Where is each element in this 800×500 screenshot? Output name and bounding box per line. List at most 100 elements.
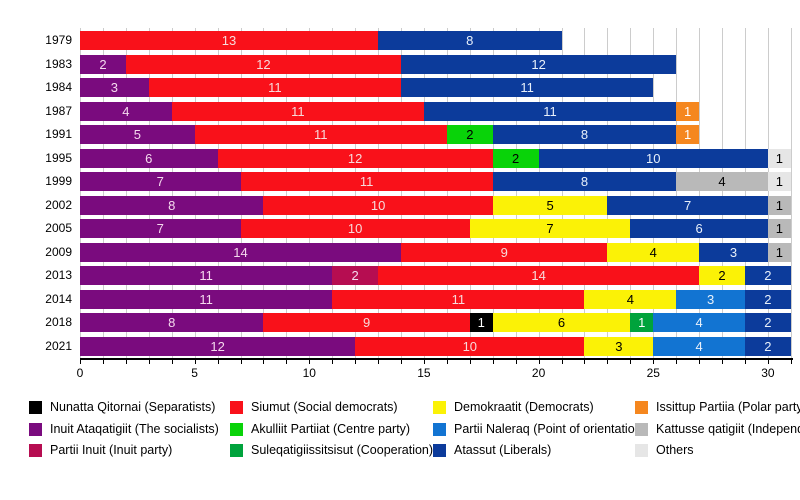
bar-segment-si: 10 [240,219,470,238]
gridline [240,28,242,358]
bar-segment-ip: 1 [676,125,700,144]
legend-swatch-ka [635,422,648,436]
legend-label-ia: Inuit Ataqatigiit (The socialists) [50,421,219,436]
gridline [286,28,288,358]
bar-segment-ia: 7 [80,219,241,238]
gridline [538,28,540,358]
bar-segment-si: 12 [217,148,493,168]
bar-segment-pi: 2 [332,266,379,285]
bar-segment-at: 2 [744,289,791,309]
legend-swatch-pi [29,444,42,457]
bar-segment-pn: 3 [676,289,745,309]
x-axis-tick [538,360,540,364]
x-axis-tick [401,360,403,364]
year-label: 2021 [45,338,72,353]
year-label: 2005 [45,221,72,235]
bar-segment-ia: 3 [80,78,149,97]
x-axis-tick [355,360,357,364]
gridline [171,28,173,358]
bar-segment-si: 9 [263,313,470,332]
legend-swatch-de [433,401,446,414]
bar-segment-at: 11 [401,78,654,97]
legend-label-pn: Partii Naleraq (Point of orientation) [454,421,646,436]
bar-segment-ia: 14 [80,242,402,262]
gridline [469,28,471,358]
bar-segment-de: 5 [492,195,608,215]
gridline [263,28,265,358]
bar-segment-at: 2 [744,313,791,332]
bar-segment-ia: 8 [80,195,264,215]
gridline [446,28,448,358]
legend-label-nq: Nunatta Qitornai (Separatists) [50,400,216,414]
year-label: 1983 [45,56,72,71]
bar-segment-ot: 1 [767,148,791,168]
x-axis-tick [378,360,380,364]
bar-segment-de: 4 [584,289,677,309]
gridline [492,28,494,358]
x-axis-tick [630,360,632,364]
bar-segment-si: 11 [171,101,424,121]
bar-segment-ka: 1 [767,242,791,262]
gridline [80,28,81,358]
bar-segment-at: 10 [538,148,768,168]
bar-segment-ka: 1 [767,195,791,215]
bar-segment-de: 7 [469,219,631,238]
bar-segment-ia: 12 [80,336,356,356]
x-axis-tick [80,360,81,364]
x-axis-tick [148,360,150,364]
bar-row-2013: 2013 11 2 14 2 2 [0,266,800,285]
legend-label-at: Atassut (Liberals) [454,443,552,457]
bar-segment-ap: 2 [492,148,539,168]
x-axis-tick [699,360,701,364]
bar-segment-ia: 6 [80,148,218,168]
legend-label-ap: Akulliit Partiiat (Centre party) [251,421,411,436]
year-label: 1999 [45,174,72,188]
bar-segment-at: 2 [744,336,791,356]
bar-row-2002: 2002 8 10 5 7 1 [0,195,800,215]
x-axis-tick-label: 25 [646,366,660,380]
x-axis-tick [240,360,242,364]
legend-swatch-su [230,444,243,457]
bar-segment-de: 2 [699,266,745,285]
x-axis-tick [607,360,609,364]
bar-segment-si: 11 [240,172,493,191]
bar-segment-ia: 5 [80,125,195,144]
x-axis-tick [125,360,127,364]
x-axis-tick-label: 15 [417,366,431,380]
x-axis-tick [263,360,265,364]
x-axis-tick-label: 0 [76,366,84,380]
x-axis-tick [102,360,104,364]
gridline [561,28,563,358]
bar-row-2005: 2005 7 10 7 6 1 [0,219,800,238]
year-label: 1979 [45,33,72,47]
x-axis-tick [309,360,311,364]
x-axis-tick [217,360,219,364]
bar-segment-at: 6 [630,219,768,238]
gridline [194,28,196,358]
x-axis-tick [767,360,769,364]
bar-segment-si: 9 [401,242,608,262]
bar-row-1999: 1999 7 11 8 4 1 [0,172,800,191]
bar-segment-si: 12 [125,54,402,74]
bar-segment-ka: 1 [767,219,791,238]
bar-segment-ia: 7 [80,172,241,191]
bar-segment-su: 1 [630,313,654,332]
x-axis-tick [515,360,517,364]
bar-segment-de: 6 [492,313,631,332]
x-axis-tick [469,360,471,364]
x-axis-tick [423,360,425,364]
x-axis-tick [561,360,563,364]
bar-row-2014: 2014 11 11 4 3 2 [0,289,800,309]
legend-label-ka: Kattusse qatigiit (Independents) [656,421,800,436]
bar-segment-ot: 1 [767,172,791,191]
legend-label-si: Siumut (Social democrats) [251,400,398,414]
bar-row-1987: 1987 4 11 11 1 [0,101,800,121]
bar-row-1979: 1979 13 8 [0,31,800,50]
bar-segment-ia: 2 [80,54,126,74]
year-label: 1987 [45,103,72,118]
x-axis-tick [584,360,586,364]
bar-segment-at: 11 [423,101,677,121]
legend-swatch-ap [230,422,243,436]
x-axis-tick [744,360,746,364]
legend-label-su: Suleqatigiissitsisut (Cooperation) [251,443,434,457]
